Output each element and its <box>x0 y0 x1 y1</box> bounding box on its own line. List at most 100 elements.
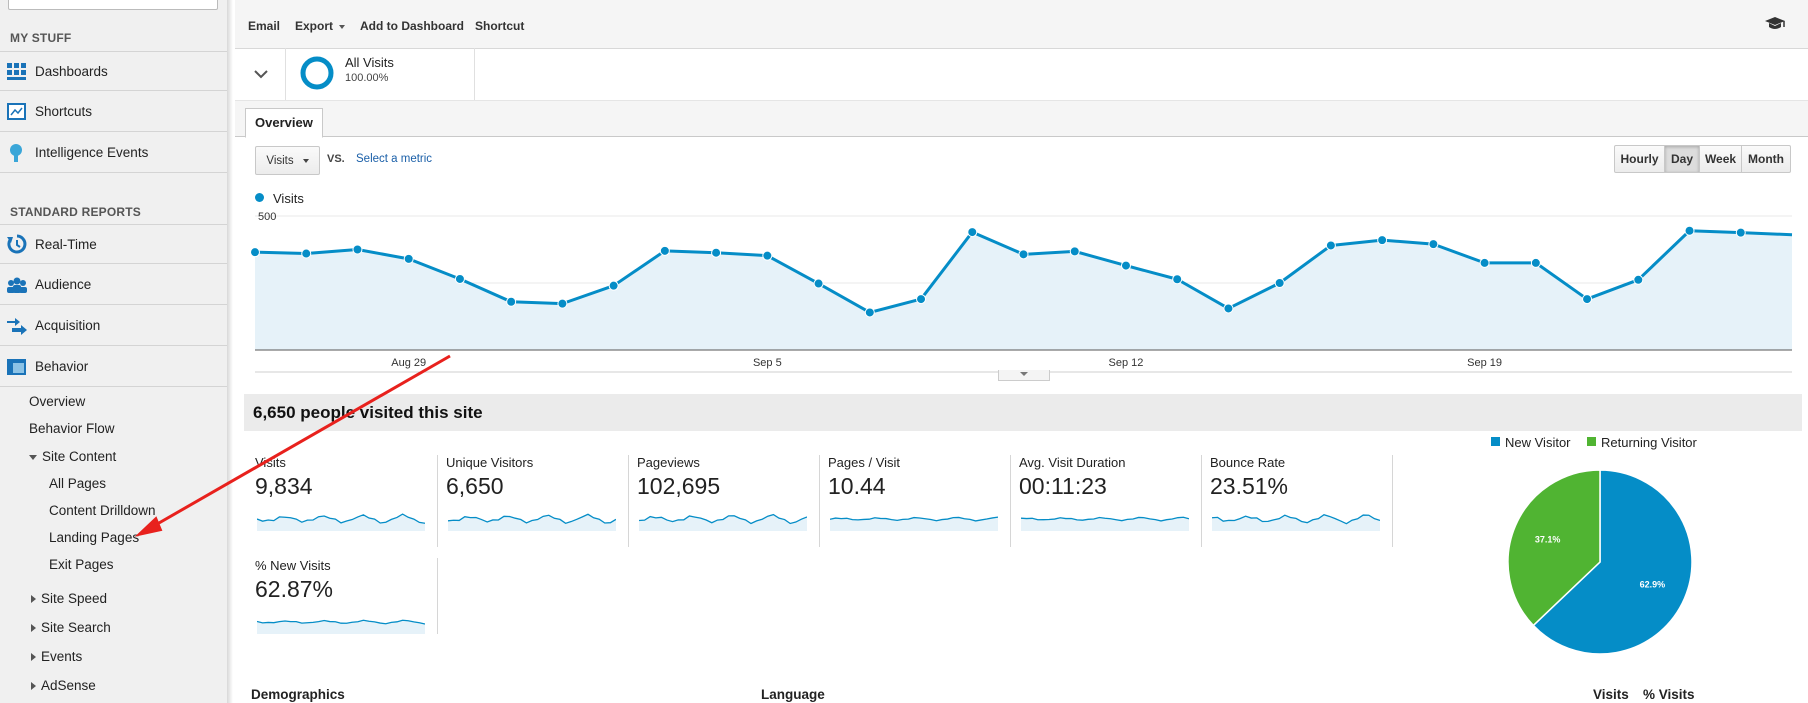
email-button[interactable]: Email <box>248 19 281 33</box>
sidebar-landing-pages[interactable]: Landing Pages <box>49 530 140 545</box>
visits-point <box>762 250 773 261</box>
sidebar-item-intelligence-events[interactable]: Intelligence Events <box>0 133 227 173</box>
visits-point <box>1120 260 1131 271</box>
visits-point <box>454 273 465 284</box>
add-to-dashboard-button[interactable]: Add to Dashboard <box>360 19 464 33</box>
visits-point <box>1172 274 1183 285</box>
visits-point <box>1479 257 1490 268</box>
metric-select-label: Visits <box>266 154 294 167</box>
metric-label: Unique Visitors <box>446 455 534 470</box>
sidebar-item-label: Real-Time <box>35 236 97 252</box>
segment-expand-button[interactable] <box>235 48 286 100</box>
pct-visits-column-header: % Visits <box>1643 687 1695 702</box>
sparkline <box>257 513 425 531</box>
sparkline-area <box>448 514 616 531</box>
visits-point <box>864 307 875 318</box>
metric-pages-per-visit[interactable]: Pages / Visit 10.44 <box>828 455 1011 547</box>
visits-point <box>1377 235 1388 246</box>
sidebar-item-real-time[interactable]: Real-Time <box>0 224 227 264</box>
visits-point <box>813 278 824 289</box>
sparkline-area <box>1212 514 1380 531</box>
search-input[interactable] <box>8 0 218 10</box>
sidebar-events[interactable]: Events <box>31 649 82 664</box>
metric-new-visits[interactable]: % New Visits 62.87% <box>255 558 438 634</box>
my-stuff-heading: MY STUFF <box>10 31 72 45</box>
sparkline <box>639 513 807 531</box>
sidebar-item-audience[interactable]: Audience <box>0 265 227 305</box>
visits-point <box>1633 274 1644 285</box>
sidebar-site-speed[interactable]: Site Speed <box>31 591 107 606</box>
metric-bounce-rate[interactable]: Bounce Rate 23.51% <box>1210 455 1393 547</box>
metric-avg-visit-duration[interactable]: Avg. Visit Duration 00:11:23 <box>1019 455 1202 547</box>
segment-name: All Visits <box>345 55 394 70</box>
metric-value: 102,695 <box>637 473 721 499</box>
visits-point <box>608 280 619 291</box>
segment-all-visits[interactable]: All Visits 100.00% <box>286 48 475 100</box>
tab-overview[interactable]: Overview <box>245 108 323 138</box>
people-icon <box>7 275 27 295</box>
metric-label: Pageviews <box>637 455 700 470</box>
visits-point <box>1582 294 1593 305</box>
metric-visits[interactable]: Visits 9,834 <box>255 455 438 547</box>
visits-point <box>557 298 568 309</box>
x-tick-label: Sep 19 <box>1467 357 1502 369</box>
sidebar-divider <box>227 0 233 703</box>
sidebar-site-content[interactable]: Site Content <box>29 449 116 464</box>
visits-point <box>1530 257 1541 268</box>
sidebar-item-dashboards[interactable]: Dashboards <box>0 51 227 91</box>
sidebar-behavior-overview[interactable]: Overview <box>29 394 86 409</box>
pie-slice-new-visitor <box>1532 469 1693 655</box>
sidebar-item-label: Shortcuts <box>35 104 93 119</box>
sidebar-site-search[interactable]: Site Search <box>31 620 111 635</box>
visits-point <box>1223 303 1234 314</box>
sparkline-line <box>257 619 425 625</box>
sidebar-adsense[interactable]: AdSense <box>31 678 96 693</box>
sidebar-item-label: Intelligence Events <box>35 145 149 160</box>
metric-select[interactable]: Visits <box>255 146 320 175</box>
expand-right-icon <box>31 682 36 691</box>
report-toolbar: Email Export Add to Dashboard Shortcut <box>235 0 1808 49</box>
expand-down-icon <box>29 454 37 460</box>
sidebar-behavior-flow[interactable]: Behavior Flow <box>29 421 115 436</box>
expand-right-icon <box>31 595 36 604</box>
sparkline-area <box>257 620 425 634</box>
sparkline-line <box>1021 516 1189 522</box>
month-button[interactable]: Month <box>1741 145 1791 173</box>
behavior-icon <box>7 357 27 377</box>
legend-returning-visitor-label: Returning Visitor <box>1601 435 1697 450</box>
day-button[interactable]: Day <box>1664 145 1700 173</box>
sidebar-item-shortcuts[interactable]: Shortcuts <box>0 92 227 132</box>
legend-returning-visitor-swatch <box>1587 437 1596 446</box>
sidebar-item-label: Site Search <box>41 620 111 635</box>
tabs-bar: Overview <box>235 101 1808 138</box>
chevron-down-icon <box>339 24 346 29</box>
shortcut-button[interactable]: Shortcut <box>475 19 525 33</box>
metric-value: 62.87% <box>255 576 334 602</box>
week-button[interactable]: Week <box>1699 145 1742 173</box>
graduation-cap-icon[interactable] <box>1764 16 1786 37</box>
hourly-button[interactable]: Hourly <box>1614 145 1665 173</box>
sidebar-exit-pages[interactable]: Exit Pages <box>49 557 114 572</box>
select-metric-link[interactable]: Select a metric <box>356 153 433 165</box>
visits-point <box>506 296 517 307</box>
metric-unique-visitors[interactable]: Unique Visitors 6,650 <box>446 455 629 547</box>
metric-label: % New Visits <box>255 558 331 573</box>
shortcut-icon <box>7 102 27 122</box>
sidebar-all-pages[interactable]: All Pages <box>49 476 107 491</box>
sidebar-item-behavior[interactable]: Behavior <box>0 347 227 387</box>
sparkline <box>448 513 616 531</box>
sidebar-content-drilldown[interactable]: Content Drilldown <box>49 503 156 518</box>
chart-resize-handle[interactable] <box>998 370 1050 381</box>
visits-point <box>1428 239 1439 250</box>
visits-point <box>1069 246 1080 257</box>
sidebar-item-label: Acquisition <box>35 318 101 333</box>
sidebar-item-label: Events <box>41 649 83 664</box>
sidebar-item-label: Dashboards <box>35 63 108 79</box>
summary-header: 6,650 people visited this site <box>244 394 1802 431</box>
segment-percent: 100.00% <box>345 72 389 84</box>
metric-pageviews[interactable]: Pageviews 102,695 <box>637 455 820 547</box>
export-button[interactable]: Export <box>295 19 346 33</box>
visits-point <box>711 247 722 258</box>
sidebar-item-acquisition[interactable]: Acquisition <box>0 306 227 346</box>
sparkline <box>257 619 425 634</box>
